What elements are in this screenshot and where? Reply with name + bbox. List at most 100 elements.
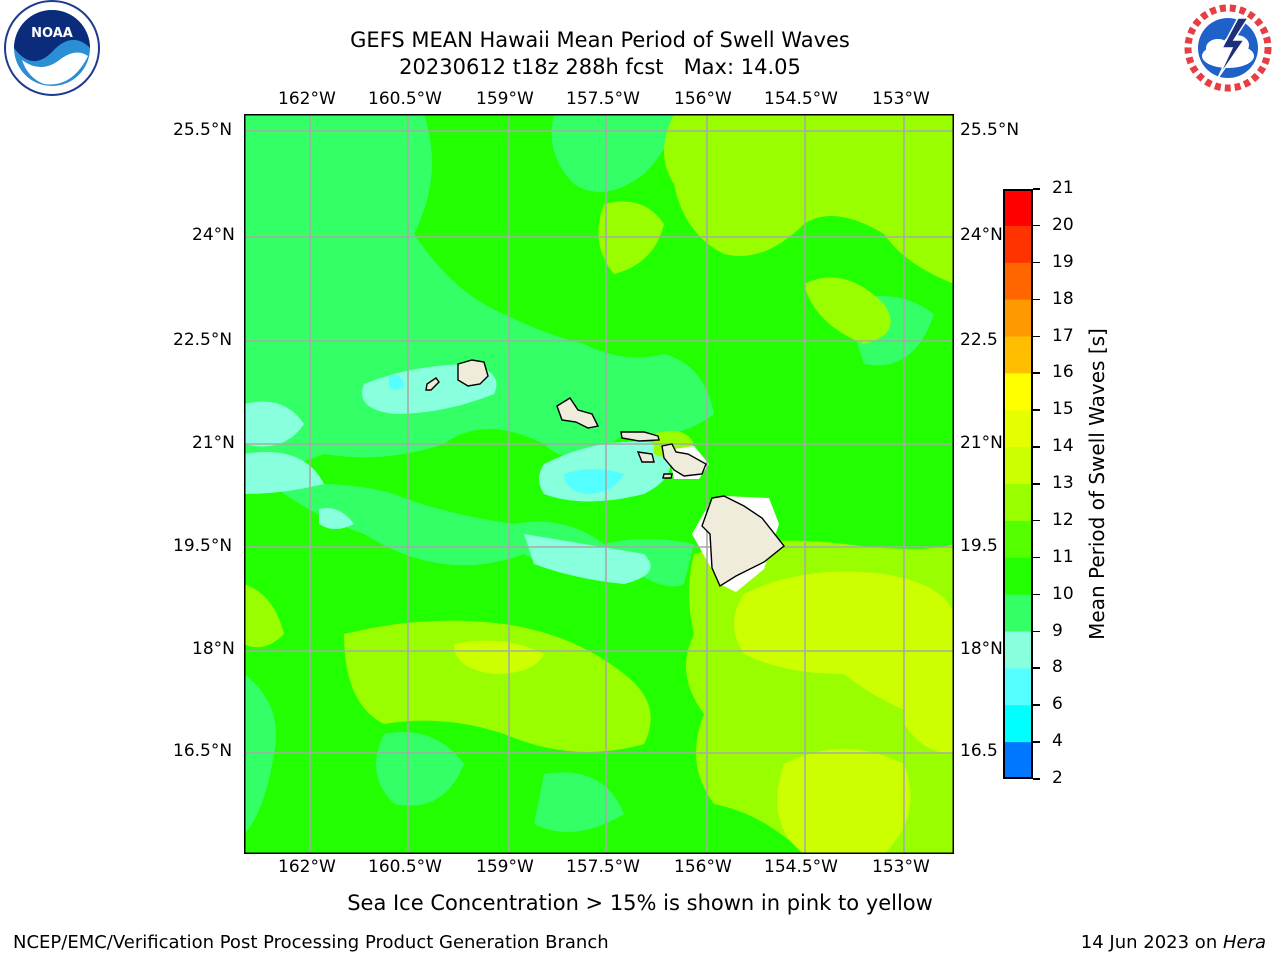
swell-region-9-10 (319, 508, 354, 529)
colorbar-tick-label: 2 (1052, 768, 1063, 788)
lon-label-bottom: 162°W (278, 857, 336, 877)
lat-label-right: 21°N (960, 433, 1003, 453)
island-kauai (457, 359, 489, 387)
noaa-logo-text: NOAA (31, 26, 73, 41)
colorbar-tick-mark (1033, 188, 1040, 190)
swell-region-12-13 (804, 277, 891, 344)
colorbar-tick-mark (1033, 483, 1040, 485)
footer-date: 14 Jun 2023 on (1080, 932, 1223, 953)
swell-region-12-13 (244, 584, 284, 648)
footer-right: 14 Jun 2023 on Hera (1081, 932, 1266, 953)
colorbar-swatch (1003, 742, 1033, 780)
lat-label-left: 25.5°N (173, 120, 233, 140)
colorbar-tick-mark (1033, 704, 1040, 706)
colorbar-tick-label: 10 (1052, 583, 1074, 604)
colorbar-tick-label: 16 (1052, 362, 1074, 383)
lat-label-left: 22.5°N (173, 330, 233, 350)
colorbar-swatch (1003, 594, 1033, 632)
colorbar-swatch (1003, 225, 1033, 264)
lat-label-right: 22.5 (960, 330, 998, 350)
lon-label-bottom: 156°W (674, 857, 732, 877)
colorbar-tick-mark (1033, 556, 1040, 559)
colorbar-tick-mark (1033, 446, 1040, 448)
map-frame (244, 114, 954, 854)
colorbar-tick-label: 12 (1052, 509, 1074, 530)
footer-host: Hera (1222, 932, 1266, 953)
swell-region-9-10 (244, 452, 324, 494)
colorbar (1003, 189, 1033, 780)
swell-region-10-11 (551, 114, 684, 192)
colorbar-tick-mark (1033, 298, 1040, 301)
colorbar-tick-mark (1033, 778, 1040, 780)
lon-label-bottom: 159°W (476, 857, 534, 877)
lon-label-bottom: 157.5°W (566, 857, 640, 877)
colorbar-swatch (1003, 520, 1033, 559)
swell-region-12-13 (344, 620, 651, 752)
colorbar-tick-mark (1033, 741, 1040, 743)
nws-logo (1178, 0, 1278, 100)
lon-label-bottom: 160.5°W (368, 857, 442, 877)
colorbar-tick-mark (1033, 630, 1040, 632)
colorbar-swatch (1003, 484, 1033, 522)
colorbar-svg (1003, 189, 1033, 780)
lat-label-left: 19.5°N (173, 536, 233, 556)
colorbar-frame (1003, 189, 1033, 779)
swell-region-10-11 (244, 674, 276, 834)
colorbar-tick-label: 4 (1052, 731, 1063, 752)
colorbar-tick-mark (1033, 261, 1040, 264)
colorbar-swatch (1003, 447, 1033, 485)
lat-label-right: 16.5 (960, 741, 998, 761)
swell-region-13-14 (454, 640, 544, 674)
swell-region-8-9 (389, 375, 404, 390)
swell-region-13-14 (734, 571, 954, 724)
colorbar-tick-mark (1033, 519, 1040, 522)
colorbar-tick-label: 19 (1052, 251, 1074, 272)
lon-label-top: 162°W (278, 89, 336, 109)
island-kahoolawe (662, 473, 673, 479)
swell-region-10-11 (534, 772, 624, 832)
lon-label-top: 160.5°W (368, 89, 442, 109)
noaa-logo: NOAA (2, 0, 102, 100)
colorbar-swatch (1003, 189, 1033, 227)
lon-label-top: 159°W (476, 89, 534, 109)
lat-label-right: 25.5°N (960, 120, 1020, 140)
colorbar-tick-label: 6 (1052, 694, 1063, 715)
colorbar-tick-label: 13 (1052, 473, 1074, 493)
colorbar-tick-mark (1033, 409, 1040, 411)
swell-region-12-13 (664, 114, 954, 284)
colorbar-tick-label: 9 (1052, 620, 1063, 641)
colorbar-tick-label: 18 (1052, 288, 1074, 309)
chart-title: GEFS MEAN Hawaii Mean Period of Swell Wa… (350, 28, 850, 52)
colorbar-swatch (1003, 557, 1033, 596)
swell-region-8-9 (564, 469, 624, 494)
swell-region-10-11 (244, 114, 714, 468)
colorbar-label: Mean Period of Swell Waves [s] (1085, 328, 1109, 640)
map-svg (244, 114, 954, 854)
colorbar-tick-mark (1033, 593, 1040, 596)
island-oahu (556, 397, 600, 429)
colorbar-tick-label: 11 (1052, 546, 1074, 567)
lat-label-left: 21°N (192, 433, 235, 453)
colorbar-tick-mark (1033, 335, 1040, 337)
sea-ice-caption: Sea Ice Concentration > 15% is shown in … (347, 891, 933, 915)
colorbar-swatch (1003, 705, 1033, 743)
colorbar-tick-mark (1033, 667, 1040, 669)
lat-label-right: 18°N (960, 639, 1003, 659)
island-niihau (425, 377, 440, 391)
islands (425, 359, 785, 588)
lat-label-right: 24°N (960, 225, 1003, 245)
colorbar-swatch (1003, 299, 1033, 337)
colorbar-tick-label: 21 (1052, 178, 1074, 198)
map-panel (244, 114, 954, 854)
lat-label-left: 24°N (192, 225, 235, 245)
colorbar-swatch (1003, 668, 1033, 706)
colorbar-swatch (1003, 373, 1033, 411)
colorbar-tick-label: 15 (1052, 399, 1074, 420)
colorbar-tick-mark (1033, 372, 1040, 374)
colorbar-swatch (1003, 336, 1033, 374)
colorbar-tick-label: 17 (1052, 325, 1074, 346)
lon-label-bottom: 154.5°W (764, 857, 838, 877)
colorbar-tick-label: 20 (1052, 214, 1074, 235)
island-molokai (620, 431, 660, 442)
lat-label-left: 18°N (192, 639, 235, 659)
